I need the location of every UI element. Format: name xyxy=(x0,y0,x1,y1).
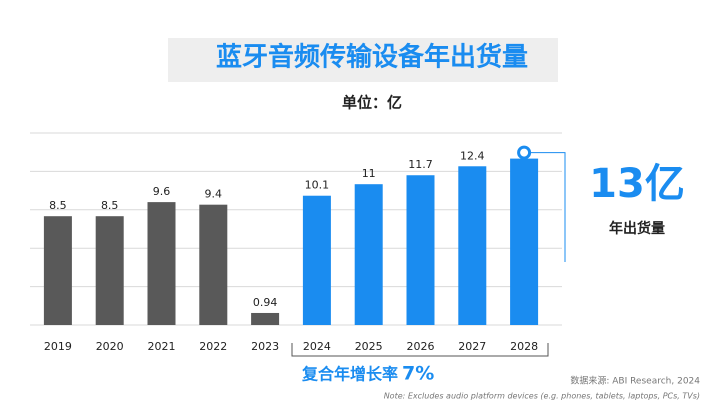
value-label: 12.4 xyxy=(460,149,485,162)
chart-title: 蓝牙音频传输设备年出货量 xyxy=(216,42,528,73)
value-label: 11.7 xyxy=(408,158,433,171)
bar xyxy=(95,216,124,325)
cagr-label: 复合年增长率 xyxy=(301,365,398,384)
x-tick-label: 2026 xyxy=(407,340,435,353)
bar xyxy=(302,195,331,325)
bar xyxy=(199,204,228,325)
x-tick-label: 2019 xyxy=(44,340,72,353)
x-tick-label: 2025 xyxy=(355,340,383,353)
x-tick-label: 2021 xyxy=(148,340,176,353)
title-band xyxy=(168,38,558,82)
value-label: 8.5 xyxy=(101,199,119,212)
x-tick-label: 2027 xyxy=(458,340,486,353)
bar xyxy=(147,202,176,325)
value-label: 10.1 xyxy=(305,179,330,192)
x-tick-label: 2022 xyxy=(199,340,227,353)
callout-dot xyxy=(517,145,532,160)
cagr-value: 7% xyxy=(402,363,434,385)
callout-value: 13亿 xyxy=(589,161,685,207)
value-label: 9.6 xyxy=(153,185,171,198)
value-label: 11 xyxy=(362,167,376,180)
x-tick-label: 2023 xyxy=(251,340,279,353)
value-label: 9.4 xyxy=(205,188,223,201)
x-tick-label: 2020 xyxy=(96,340,124,353)
bar xyxy=(354,184,383,325)
forecast-bracket xyxy=(291,343,549,357)
bar xyxy=(458,166,487,325)
note: Note: Excludes audio platform devices (e… xyxy=(384,392,700,401)
value-label: 8.5 xyxy=(49,199,67,212)
callout-label: 年出货量 xyxy=(609,220,665,237)
x-tick-label: 2028 xyxy=(510,340,538,353)
x-tick-label: 2024 xyxy=(303,340,331,353)
bar xyxy=(43,216,72,325)
bar xyxy=(251,312,280,325)
chart-subtitle: 单位：亿 xyxy=(342,94,402,112)
value-label: 0.94 xyxy=(253,296,278,309)
bar xyxy=(406,175,435,325)
source: 数据来源: ABI Research, 2024 xyxy=(570,375,700,387)
bar xyxy=(510,158,539,325)
